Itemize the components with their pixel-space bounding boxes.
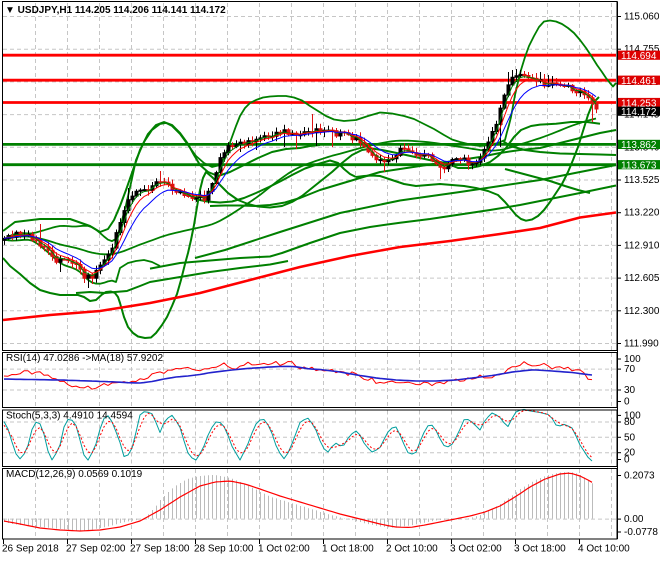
svg-text:0: 0 bbox=[624, 397, 630, 408]
svg-text:50: 50 bbox=[624, 432, 636, 443]
svg-text:MACD(12,26,9) 0.0569 0.1019: MACD(12,26,9) 0.0569 0.1019 bbox=[6, 469, 143, 480]
svg-text:114.694: 114.694 bbox=[621, 51, 657, 62]
svg-text:112.910: 112.910 bbox=[624, 240, 660, 251]
svg-text:27 Sep 18:00: 27 Sep 18:00 bbox=[130, 544, 190, 555]
svg-text:RSI(14) 47.0286 ->MA(18) 57.9: RSI(14) 47.0286 ->MA(18) 57.9202 bbox=[6, 353, 163, 364]
svg-text:113.525: 113.525 bbox=[624, 175, 660, 186]
svg-text:27 Sep 02:00: 27 Sep 02:00 bbox=[66, 544, 126, 555]
svg-text:112.605: 112.605 bbox=[624, 273, 660, 284]
svg-text:30: 30 bbox=[624, 385, 636, 396]
svg-text:1 Oct 18:00: 1 Oct 18:00 bbox=[322, 544, 374, 555]
svg-text:-0.0778: -0.0778 bbox=[624, 527, 658, 538]
svg-text:28 Sep 10:00: 28 Sep 10:00 bbox=[194, 544, 254, 555]
svg-text:70: 70 bbox=[624, 364, 636, 375]
svg-text:115.060: 115.060 bbox=[624, 12, 660, 23]
svg-text:▼ USDJPY,H1 114.205 114.206 1: ▼ USDJPY,H1 114.205 114.206 114.141 114.… bbox=[5, 5, 226, 16]
svg-text:3 Oct 02:00: 3 Oct 02:00 bbox=[450, 544, 502, 555]
svg-text:3 Oct 18:00: 3 Oct 18:00 bbox=[514, 544, 566, 555]
svg-text:112.300: 112.300 bbox=[624, 306, 660, 317]
svg-text:0.00: 0.00 bbox=[624, 514, 644, 525]
svg-text:113.220: 113.220 bbox=[624, 208, 660, 219]
svg-text:0: 0 bbox=[624, 455, 630, 466]
svg-text:111.990: 111.990 bbox=[624, 339, 659, 350]
svg-text:114.172: 114.172 bbox=[621, 107, 657, 118]
svg-text:113.673: 113.673 bbox=[621, 161, 657, 172]
svg-text:Stoch(5,3,3) 4.4910 14.4594: Stoch(5,3,3) 4.4910 14.4594 bbox=[6, 411, 133, 422]
svg-text:114.461: 114.461 bbox=[621, 76, 657, 87]
svg-text:2 Oct 10:00: 2 Oct 10:00 bbox=[386, 544, 438, 555]
svg-text:26 Sep 2018: 26 Sep 2018 bbox=[2, 544, 59, 555]
svg-text:1 Oct 02:00: 1 Oct 02:00 bbox=[258, 544, 310, 555]
svg-text:80: 80 bbox=[624, 417, 636, 428]
svg-text:4 Oct 10:00: 4 Oct 10:00 bbox=[578, 544, 630, 555]
svg-text:113.862: 113.862 bbox=[621, 140, 657, 151]
svg-text:0.2073: 0.2073 bbox=[624, 471, 655, 482]
